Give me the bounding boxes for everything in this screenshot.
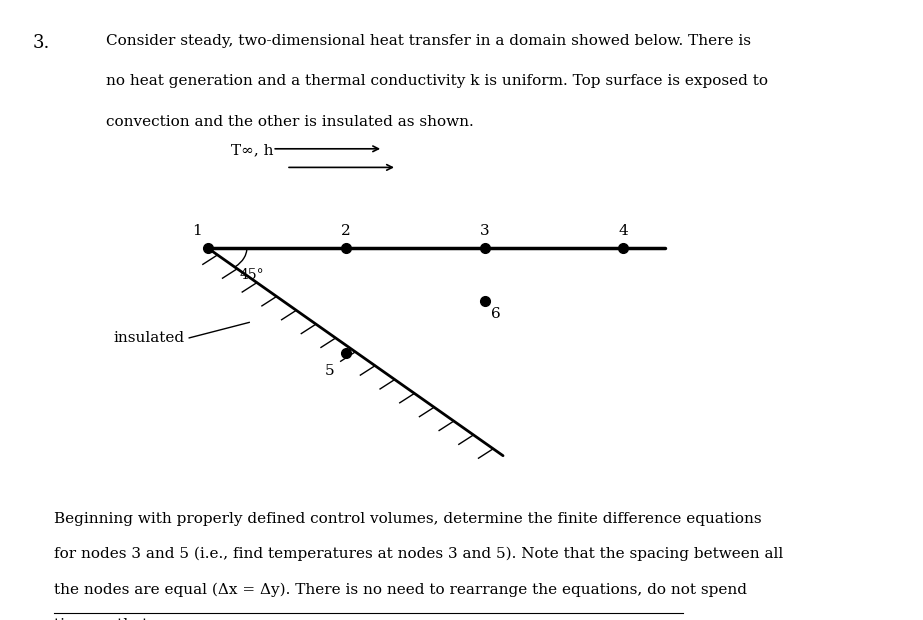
Text: no heat generation and a thermal conductivity k is uniform. Top surface is expos: no heat generation and a thermal conduct… [106, 74, 768, 89]
Text: for nodes 3 and 5 (i.e., find temperatures at nodes 3 and 5). Note that the spac: for nodes 3 and 5 (i.e., find temperatur… [54, 547, 783, 561]
Text: 5: 5 [325, 364, 334, 378]
Text: Beginning with properly defined control volumes, determine the finite difference: Beginning with properly defined control … [54, 512, 761, 526]
Text: T∞, h: T∞, h [231, 143, 273, 157]
Text: convection and the other is insulated as shown.: convection and the other is insulated as… [106, 115, 473, 129]
Text: 6: 6 [491, 308, 500, 321]
Text: 3.: 3. [32, 34, 50, 52]
Text: 2: 2 [342, 224, 351, 237]
Text: insulated: insulated [114, 331, 185, 345]
Text: 4: 4 [618, 224, 628, 237]
Text: 3: 3 [480, 224, 489, 237]
Text: Consider steady, two-dimensional heat transfer in a domain showed below. There i: Consider steady, two-dimensional heat tr… [106, 34, 751, 48]
Text: 45°: 45° [240, 268, 265, 282]
Text: 1: 1 [192, 224, 201, 237]
Text: the nodes are equal (Δx = Δy). There is no need to rearrange the equations, do n: the nodes are equal (Δx = Δy). There is … [54, 582, 747, 596]
Text: time on that.: time on that. [54, 618, 152, 620]
